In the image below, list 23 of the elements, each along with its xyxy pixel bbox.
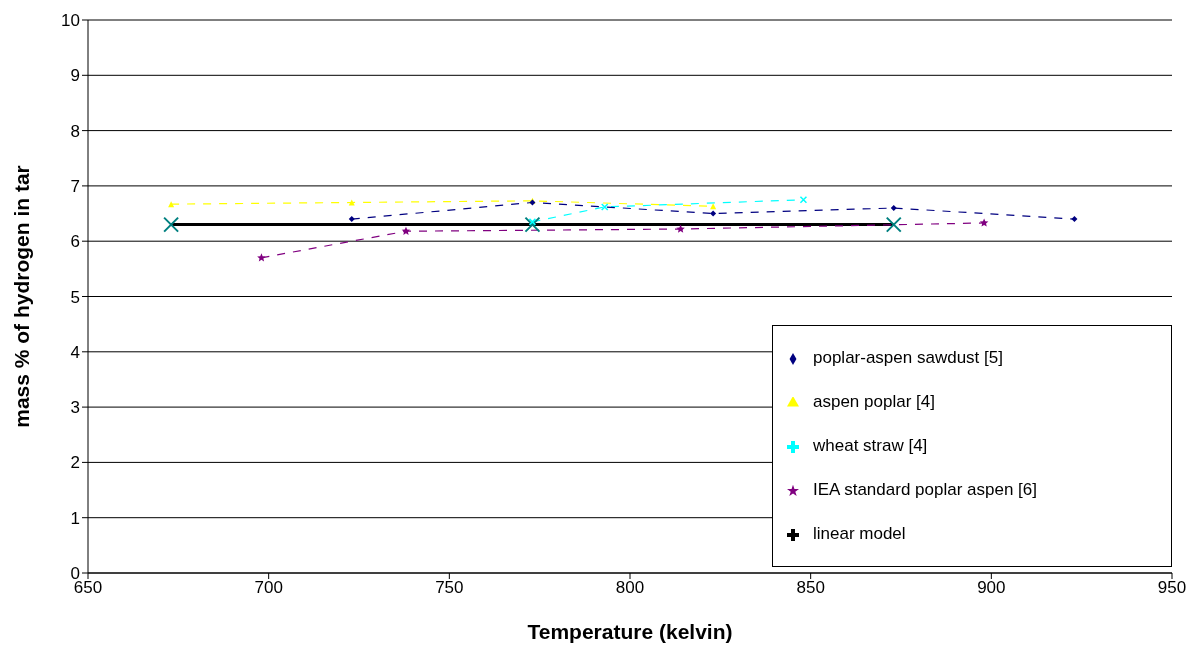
y-tick-label: 10 bbox=[61, 11, 80, 31]
y-tick-label: 4 bbox=[70, 342, 80, 362]
legend-label: wheat straw [4] bbox=[813, 436, 928, 455]
legend-label: aspen poplar [4] bbox=[813, 392, 935, 411]
x-axis-title: Temperature (kelvin) bbox=[527, 620, 733, 643]
x-tick-label: 900 bbox=[977, 578, 1006, 598]
x-tick-label: 800 bbox=[615, 578, 645, 598]
y-tick-label: 3 bbox=[70, 398, 80, 418]
x-tick-label: 750 bbox=[435, 578, 464, 598]
x-tick-label: 850 bbox=[796, 578, 825, 598]
x-tick-label: 700 bbox=[254, 578, 283, 598]
y-tick-label: 2 bbox=[70, 453, 80, 473]
legend-label: IEA standard poplar aspen [6] bbox=[813, 480, 1037, 499]
y-tick-label: 6 bbox=[70, 232, 80, 252]
y-tick-label: 8 bbox=[70, 121, 80, 141]
y-tick-label: 1 bbox=[70, 508, 80, 528]
y-tick-label: 5 bbox=[70, 287, 80, 307]
y-axis-title: mass % of hydrogen in tar bbox=[10, 165, 34, 428]
x-tick-label: 950 bbox=[1157, 578, 1187, 598]
legend-label: poplar-aspen sawdust [5] bbox=[813, 348, 1003, 367]
y-tick-label: 9 bbox=[70, 66, 80, 86]
y-tick-label: 7 bbox=[70, 176, 80, 196]
legend-label: linear model bbox=[813, 524, 906, 543]
